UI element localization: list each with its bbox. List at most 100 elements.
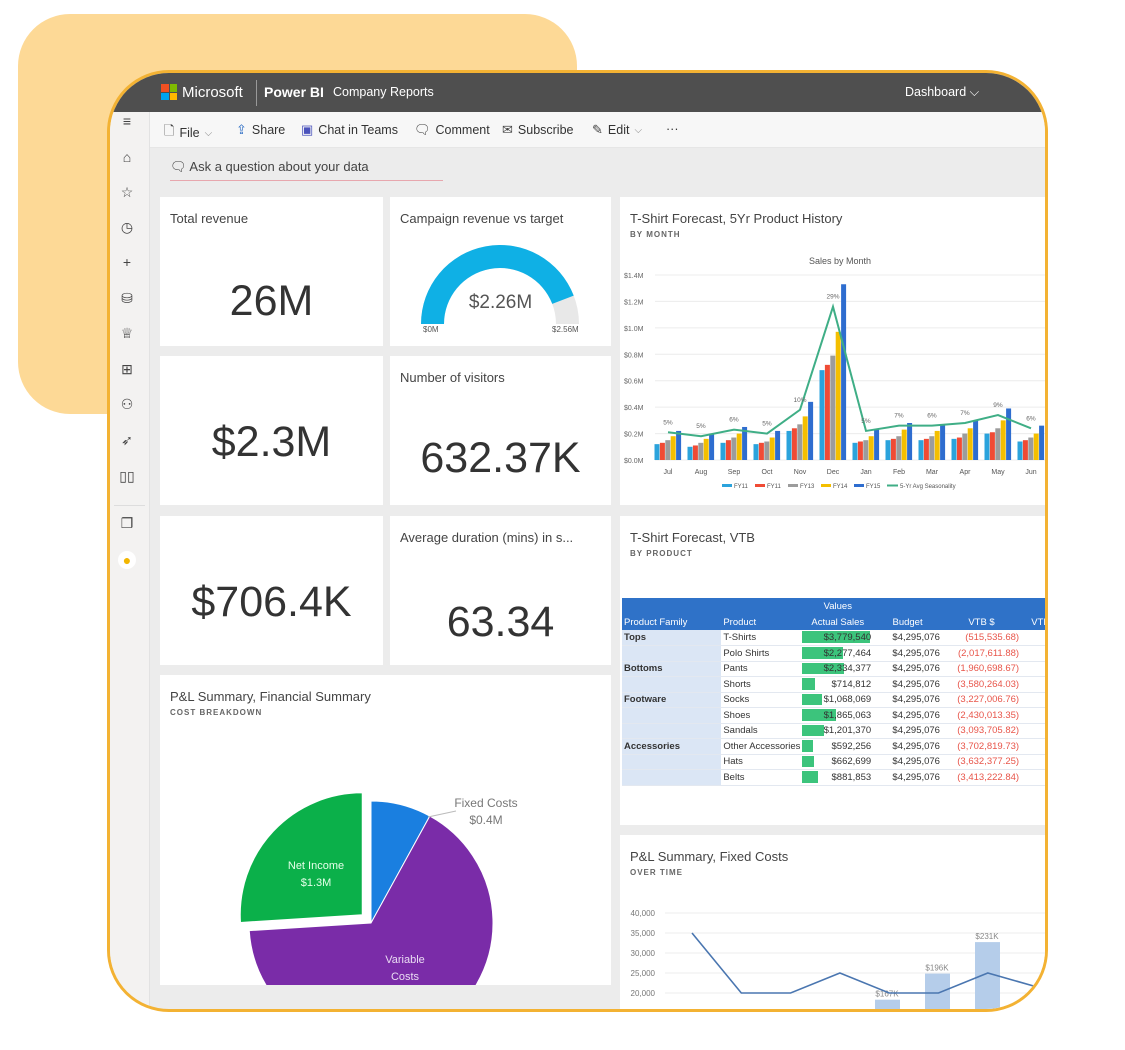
toolbar-comment-button[interactable]: 🗨︎ Comment [414, 122, 490, 138]
bar-fy11 [791, 428, 797, 460]
qa-search-input[interactable]: 🗨︎ Ask a question about your data [170, 157, 443, 181]
bar-fy13 [929, 436, 935, 460]
budget-cell: $4,295,076 [873, 738, 942, 755]
bar-fy15 [940, 424, 946, 460]
vtb-cell: (2,430,013.35) [941, 707, 1022, 724]
column-header[interactable]: Actual Sales [802, 614, 874, 630]
actual-sales-cell: $662,699 [802, 754, 874, 770]
powerbi-window: Microsoft Power BI Company Reports Dashb… [107, 70, 1048, 1012]
metrics-icon[interactable]: ● [118, 551, 136, 569]
toolbar-subscribe-button[interactable]: ✉︎ Subscribe [502, 122, 574, 138]
tile-tshirt-history[interactable]: T-Shirt Forecast, 5Yr Product History BY… [620, 197, 1045, 505]
bar-fy13 [797, 424, 803, 460]
x-tick-label: Dec [827, 469, 840, 476]
group-header: Values [802, 598, 874, 614]
slice-label-name: Net Income [288, 860, 344, 872]
mail-icon: ✉︎ [502, 122, 513, 137]
workspace-name[interactable]: Company Reports [333, 85, 434, 99]
rocket-icon[interactable]: ➶ [121, 432, 133, 448]
table-row[interactable]: Footware Socks $1,068,069 $4,295,076 (3,227,… [622, 692, 1045, 708]
legend-swatch [821, 484, 831, 487]
tile-average-duration[interactable]: Average duration (mins) in s... 63.34 [390, 516, 611, 665]
actual-sales-value: $592,256 [831, 740, 872, 752]
vtb-pct-cell [1021, 707, 1045, 724]
table-row[interactable]: Shoes $1,865,063 $4,295,076 (2,430,013.35) [622, 707, 1045, 724]
bar-fy11 [786, 430, 792, 460]
tile-kpi-2[interactable]: $2.3M [160, 356, 383, 505]
bar-fy14 [1000, 420, 1006, 460]
plus-icon[interactable]: + [122, 254, 132, 270]
table-row[interactable]: Tops T-Shirts $3,779,540 $4,295,076 (515,535… [622, 630, 1045, 646]
data-label: 5% [696, 423, 706, 430]
seasonality-line [667, 303, 1032, 438]
table-row[interactable]: Hats $662,699 $4,295,076 (3,632,377.25) [622, 754, 1045, 770]
workspaces-icon[interactable]: ❐ [120, 515, 134, 531]
table-row[interactable]: Polo Shirts $2,277,464 $4,295,076 (2,017,61… [622, 645, 1045, 662]
bar-fy15 [775, 430, 781, 460]
vtb-pct-cell [1021, 754, 1045, 770]
tile-pl-summary-pie[interactable]: P&L Summary, Financial Summary COST BREA… [160, 675, 611, 985]
budget-cell: $4,295,076 [873, 769, 942, 786]
table-row[interactable]: Accessories Other Accessories $592,256 $4,2… [622, 738, 1045, 755]
column-header[interactable]: Product Family [622, 614, 722, 630]
product-name[interactable]: Power BI [264, 84, 324, 100]
database-icon[interactable]: ⛁ [121, 290, 133, 306]
bar-fy13 [698, 442, 704, 460]
tile-campaign-gauge[interactable]: Campaign revenue vs target $2.26M $0M $2… [390, 197, 611, 346]
x-tick-label: Apr [960, 469, 972, 476]
tile-title: T-Shirt Forecast, 5Yr Product History [630, 211, 843, 226]
bar-fy15 [742, 426, 748, 460]
tile-subtitle: COST BREAKDOWN [170, 708, 263, 717]
table-row[interactable]: Shorts $714,812 $4,295,076 (3,580,264.03) [622, 676, 1045, 693]
budget-cell: $4,295,076 [873, 723, 942, 739]
data-label: 7% [894, 413, 904, 420]
more-options-button[interactable]: ··· [666, 122, 679, 136]
data-label: 6% [927, 413, 937, 420]
tile-tshirt-vtb[interactable]: T-Shirt Forecast, VTB BY PRODUCT Values … [620, 516, 1045, 825]
tile-visitors[interactable]: Number of visitors 632.37K [390, 356, 611, 505]
column-header[interactable]: VTB $ [941, 614, 1022, 630]
clock-icon[interactable]: ◷ [120, 219, 134, 235]
home-icon[interactable]: ⌂ [122, 149, 132, 165]
book-icon[interactable]: ▯▯ [119, 468, 135, 484]
star-icon[interactable]: ☆ [120, 184, 134, 200]
data-bar [802, 647, 844, 659]
apps-icon[interactable]: ⊞ [121, 361, 133, 377]
actual-sales-cell: $1,068,069 [802, 692, 874, 708]
bar-fy15 [676, 430, 682, 460]
menu-icon[interactable]: ≡ [122, 113, 132, 129]
product-family-cell: Tops [622, 630, 722, 646]
toolbar-edit-button[interactable]: ✎ Edit ⌵ [592, 122, 642, 138]
toolbar-chat-in-teams-button[interactable]: ▣ Chat in Teams [301, 122, 398, 138]
product-cell: Socks [721, 692, 803, 708]
data-label: 5% [762, 421, 772, 428]
top-bar: Microsoft Power BI Company Reports Dashb… [110, 73, 1045, 112]
actual-sales-cell: $1,865,063 [802, 707, 874, 724]
vtb-cell: (515,535.68) [941, 630, 1022, 646]
bar-fy11 [692, 445, 698, 460]
bar-fy15 [973, 420, 979, 460]
table-row[interactable]: Bottoms Pants $2,334,377 $4,295,076 (1,960,6… [622, 661, 1045, 677]
view-menu[interactable]: Dashboard ⌵ [905, 85, 980, 99]
data-label: 7% [960, 410, 970, 417]
tile-kpi-3[interactable]: $706.4K [160, 516, 383, 665]
table-row[interactable]: Sandals $1,201,370 $4,295,076 (3,093,705.82… [622, 723, 1045, 739]
toolbar-file-button[interactable]: 🗋︎ File ⌵ [164, 122, 212, 144]
bar-fy14 [1033, 433, 1039, 460]
gauge-max: $2.56M [552, 325, 579, 334]
kpi-value: 26M [229, 277, 314, 325]
column-header[interactable]: Product [721, 614, 803, 630]
product-family-cell: Bottoms [622, 661, 722, 677]
column-header[interactable]: Budget [873, 614, 942, 630]
table-row[interactable]: Belts $881,853 $4,295,076 (3,413,222.84) [622, 769, 1045, 786]
people-icon[interactable]: ⚇ [120, 396, 134, 412]
actual-sales-value: $1,068,069 [823, 694, 872, 706]
toolbar-share-button[interactable]: ⇪ Share [236, 122, 285, 138]
bar-fy15 [841, 284, 847, 460]
tile-fixed-costs[interactable]: P&L Summary, Fixed Costs OVER TIME 40,00… [620, 835, 1045, 1009]
column-header[interactable]: VTB [1021, 614, 1045, 630]
trophy-icon[interactable]: ♕ [120, 325, 134, 341]
data-label: 10% [793, 397, 806, 404]
bar-fy13 [731, 437, 737, 460]
tile-total-revenue[interactable]: Total revenue 26M [160, 197, 383, 346]
